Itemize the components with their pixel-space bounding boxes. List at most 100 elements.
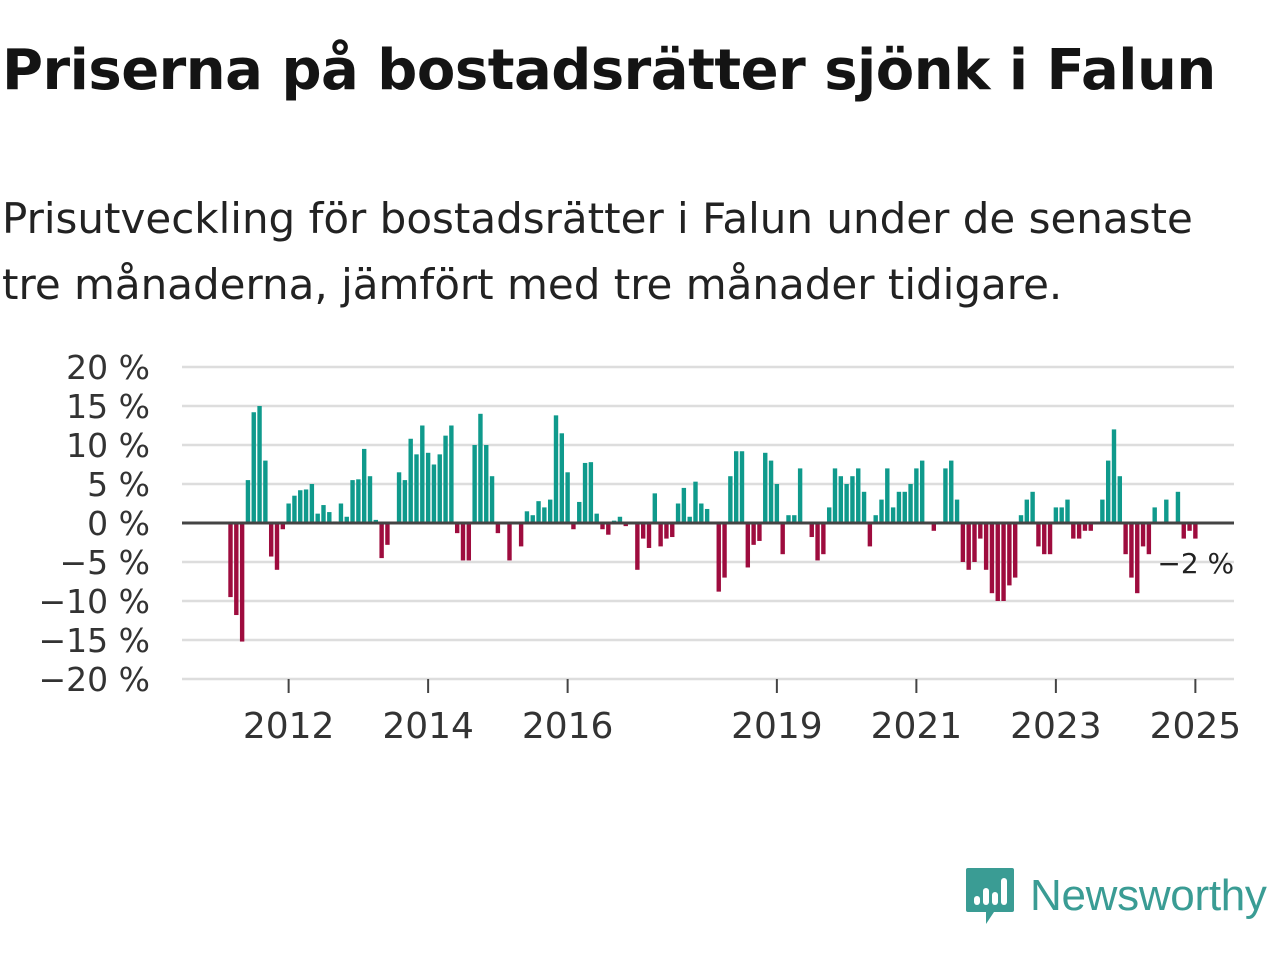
- y-tick-label: 0 %: [87, 504, 150, 543]
- bar: [315, 513, 320, 523]
- bar: [821, 523, 826, 555]
- bars: [228, 406, 1198, 642]
- bar: [832, 468, 838, 523]
- bar: [960, 523, 966, 562]
- bar: [885, 468, 890, 523]
- bar: [943, 468, 948, 523]
- bar: [472, 445, 477, 523]
- y-tick-label: 5 %: [87, 465, 150, 504]
- x-tick-label: 2025: [1150, 706, 1242, 747]
- bar: [983, 523, 989, 570]
- bar: [774, 484, 780, 523]
- bar: [524, 511, 530, 523]
- y-tick-label: 10 %: [66, 426, 150, 465]
- bar: [978, 523, 983, 539]
- bar: [1053, 507, 1059, 523]
- bar: [966, 523, 971, 570]
- last-value-label: −2 %: [1157, 547, 1234, 580]
- bar: [1065, 499, 1070, 523]
- bar: [919, 460, 925, 523]
- bar: [902, 491, 907, 523]
- bar: [850, 476, 855, 523]
- bar: [1059, 507, 1064, 523]
- bar: [716, 523, 721, 592]
- y-tick-label: −20 %: [39, 660, 151, 699]
- bar: [699, 503, 704, 523]
- bar: [431, 464, 437, 523]
- bar: [367, 476, 373, 523]
- bar: [361, 448, 367, 523]
- bar: [408, 438, 413, 523]
- bar: [536, 501, 541, 523]
- bar: [1140, 523, 1146, 547]
- bar: [1071, 523, 1076, 539]
- bar: [344, 516, 349, 523]
- bar: [1042, 523, 1047, 555]
- bar: [571, 523, 576, 530]
- bar: [507, 523, 512, 561]
- bar: [606, 523, 611, 535]
- bar: [739, 451, 745, 523]
- bar: [251, 412, 256, 523]
- bar: [239, 523, 245, 642]
- chart-title: Priserna på bostadsrätter sjönk i Falun: [2, 38, 1216, 103]
- bar: [809, 523, 814, 538]
- bar: [594, 513, 599, 523]
- chart-subtitle: Prisutveckling för bostadsrätter i Falun…: [2, 194, 1193, 309]
- bar: [518, 523, 524, 547]
- y-tick-label: −5 %: [60, 543, 151, 582]
- bar: [1129, 523, 1134, 578]
- x-tick-label: 2023: [1010, 706, 1102, 747]
- bar: [321, 505, 326, 523]
- bar: [449, 425, 454, 523]
- bar: [245, 480, 251, 523]
- bar: [1105, 460, 1111, 523]
- bar: [728, 476, 733, 523]
- bar-chart: 20 %15 %10 %5 %0 %−5 %−10 %−15 %−20 % 20…: [39, 348, 1242, 747]
- newsworthy-logo[interactable]: Newsworthy: [964, 864, 1274, 928]
- x-tick-label: 2021: [871, 706, 963, 747]
- bar: [1164, 499, 1169, 523]
- bar: [582, 462, 588, 523]
- bar: [396, 472, 402, 523]
- bar: [373, 519, 379, 523]
- bar: [414, 454, 419, 523]
- bar: [1001, 523, 1006, 601]
- bar: [640, 523, 646, 539]
- bar: [1193, 523, 1198, 539]
- newsworthy-logo-icon: [966, 868, 1014, 924]
- bar: [867, 523, 873, 547]
- bar: [292, 495, 297, 523]
- bar: [565, 472, 570, 523]
- bar: [896, 491, 902, 523]
- bar: [274, 523, 280, 570]
- bar: [722, 523, 727, 578]
- bar: [588, 462, 594, 523]
- bar: [268, 523, 274, 557]
- bar: [931, 523, 937, 531]
- bar: [751, 523, 756, 545]
- bar: [1123, 523, 1128, 555]
- bar: [745, 523, 751, 568]
- y-axis-ticks: 20 %15 %10 %5 %0 %−5 %−10 %−15 %−20 %: [39, 348, 151, 699]
- bar: [478, 413, 483, 523]
- bar: [530, 515, 535, 523]
- bar: [338, 503, 344, 523]
- bar: [815, 523, 820, 561]
- bar: [1018, 515, 1024, 523]
- bar: [547, 499, 553, 523]
- bar: [914, 468, 919, 523]
- bar: [350, 480, 355, 523]
- bar: [1175, 491, 1181, 523]
- bar: [234, 523, 239, 616]
- bar: [763, 452, 768, 523]
- bar: [1088, 523, 1093, 531]
- bar: [1152, 507, 1157, 523]
- bar: [454, 523, 460, 534]
- bar: [733, 451, 739, 523]
- bar: [954, 499, 960, 523]
- bar: [466, 523, 472, 561]
- bar: [623, 523, 628, 527]
- bar: [780, 523, 785, 555]
- bar: [1181, 523, 1186, 539]
